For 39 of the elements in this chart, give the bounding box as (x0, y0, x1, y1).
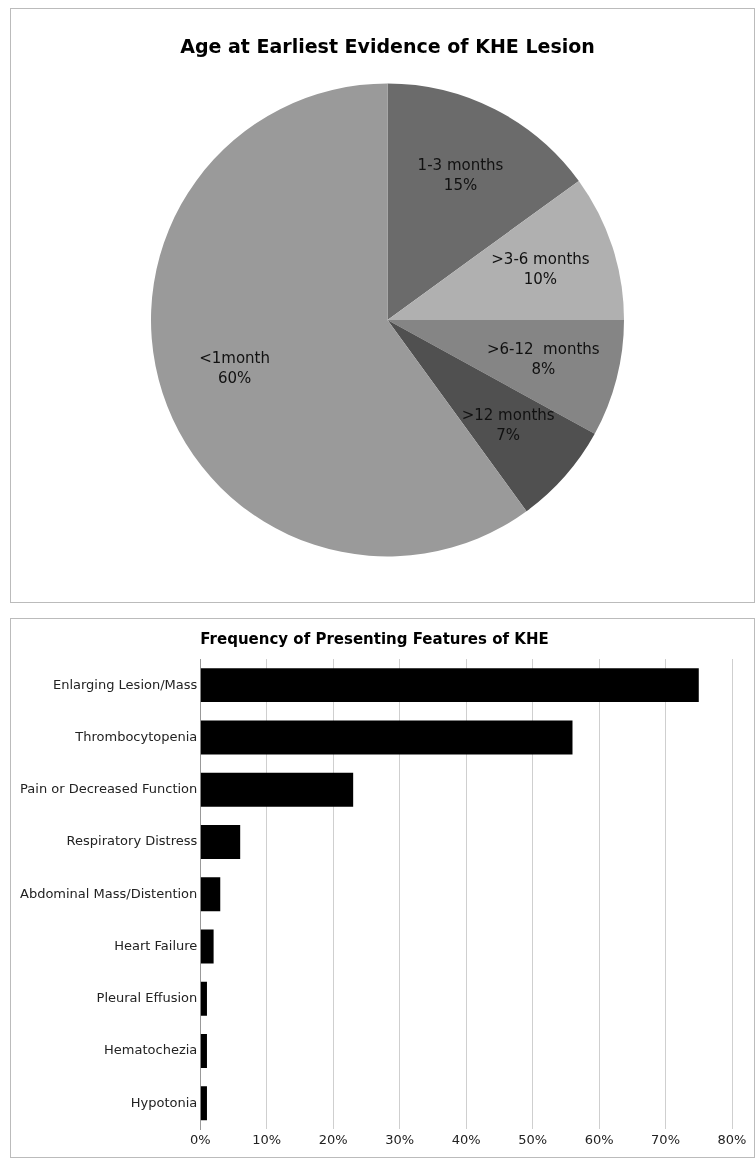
bar (200, 1086, 207, 1121)
y-tick-label: Respiratory Distress (66, 833, 198, 849)
x-tick-label: 30% (385, 1131, 415, 1147)
x-tick-label: 80% (717, 1131, 747, 1147)
x-tick-label: 50% (518, 1131, 548, 1147)
data-label: 7% (496, 426, 521, 445)
bar (200, 1034, 207, 1068)
slice-label: <1month (199, 349, 270, 368)
slice-label: >3-6 months (491, 250, 590, 269)
data-label: 15% (443, 176, 478, 195)
bar (200, 929, 214, 964)
slice-label: 1-3 months (417, 156, 504, 175)
bar (200, 720, 573, 755)
slice-label: >12 months (461, 406, 555, 425)
y-tick-label: Abdominal Mass/Distention (19, 885, 198, 901)
y-tick-label: Hypotonia (130, 1094, 198, 1110)
y-tick-label: Hematochezia (104, 1042, 198, 1058)
bar (200, 877, 221, 912)
x-tick-label: 20% (318, 1131, 348, 1147)
data-label: 60% (217, 369, 252, 388)
x-tick-label: 60% (584, 1131, 614, 1147)
data-label: 10% (523, 270, 558, 289)
x-tick-label: 40% (451, 1131, 481, 1147)
bar (200, 981, 207, 1016)
chart-title: Frequency of Presenting Features of KHE (200, 629, 549, 648)
y-tick-label: Pleural Effusion (96, 990, 198, 1006)
bar (200, 668, 699, 703)
bar (200, 824, 241, 859)
x-tick-label: 10% (252, 1131, 282, 1147)
x-tick-label: 0% (190, 1131, 211, 1147)
y-tick-label: Thrombocytopenia (74, 728, 198, 744)
chart-title: Age at Earliest Evidence of KHE Lesion (180, 35, 595, 58)
y-tick-label: Heart Failure (114, 937, 198, 953)
y-tick-label: Enlarging Lesion/Mass (52, 676, 198, 692)
slice-label: >6-12 months (486, 339, 600, 358)
data-label: 8% (531, 359, 556, 378)
bar (200, 772, 354, 807)
y-tick-label: Pain or Decreased Function (20, 781, 198, 797)
x-tick-label: 70% (651, 1131, 680, 1147)
